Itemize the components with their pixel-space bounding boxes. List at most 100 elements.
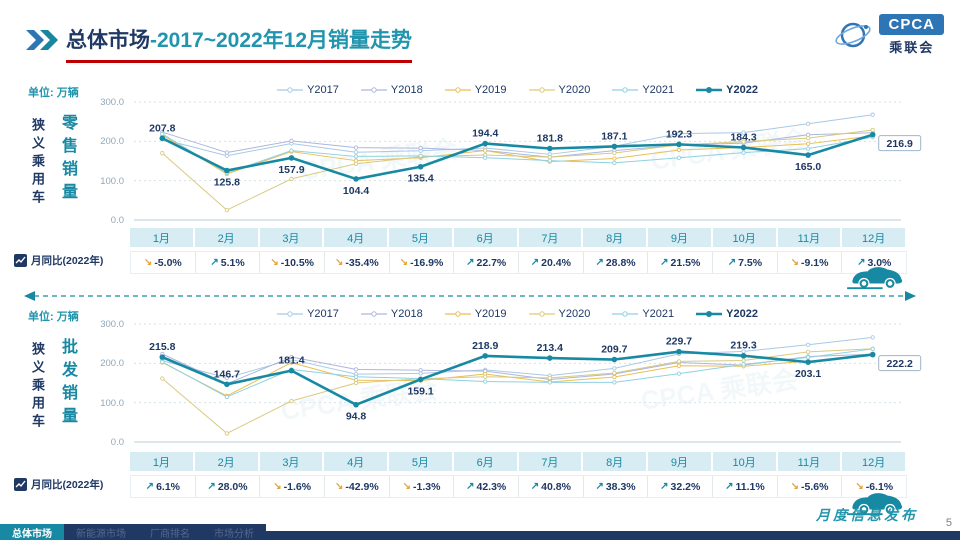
data-point-Y2017 <box>676 131 682 136</box>
trend-up-icon: ↗ <box>145 481 155 492</box>
data-label: 194.4 <box>472 128 498 140</box>
legend-item-Y2021: Y2021 <box>612 308 674 320</box>
month-cell: 2月 <box>194 228 258 247</box>
data-point-Y2019 <box>289 360 294 365</box>
yoy-label-retail: 月同比(2022年) <box>14 253 103 268</box>
data-point-Y2022 <box>417 163 424 170</box>
yoy-row-wholesale: ↗ 6.1% ↗ 28.0% ↘ -1.6% ↘ -42.9% ↘ -1.3% ↗ 42.3% ↗ 40.… <box>130 475 907 498</box>
yoy-cell: ↘ -16.9% <box>390 252 455 273</box>
yoy-value: 6.1% <box>156 480 180 493</box>
legend-label: Y2020 <box>558 308 591 320</box>
month-cell: 1月 <box>130 228 193 247</box>
data-point-Y2022 <box>611 143 618 150</box>
data-point-Y2021 <box>418 153 423 159</box>
data-point-Y2020 <box>353 161 359 166</box>
data-point-Y2022 <box>353 401 359 408</box>
trend-up-icon: ↗ <box>727 257 737 268</box>
footer-tab-总体市场[interactable]: 总体市场 <box>0 524 64 540</box>
yoy-value: 20.4% <box>541 256 571 269</box>
footer-tab-市场分析[interactable]: 市场分析 <box>202 524 266 540</box>
yoy-cell: ↗ 20.4% <box>519 252 584 273</box>
data-point-Y2022 <box>611 356 618 363</box>
footer-tab-厂商排名[interactable]: 厂商排名 <box>138 524 202 540</box>
footer-script-text: 月度信息发布 <box>816 508 918 524</box>
yoy-cell: ↗ 5.1% <box>196 252 261 273</box>
yoy-title: 月同比(2022年) <box>31 255 104 267</box>
data-point-Y2021 <box>160 359 165 365</box>
data-point-Y2018 <box>353 367 359 372</box>
trend-down-icon: ↘ <box>790 257 800 268</box>
yoy-label-wholesale: 月同比(2022年) <box>14 477 103 492</box>
data-label: 135.4 <box>407 173 433 185</box>
highlight-label-box <box>878 355 922 372</box>
yoy-cell: ↗ 28.0% <box>196 476 261 497</box>
trend-up-icon: ↗ <box>466 481 475 492</box>
data-label: 94.8 <box>346 411 367 423</box>
data-point-Y2022 <box>805 359 811 365</box>
trend-up-icon: ↗ <box>530 257 540 268</box>
data-point-Y2018 <box>418 368 423 373</box>
yoy-cell: ↗ 22.7% <box>454 252 520 273</box>
legend-item-Y2022: Y2022 <box>696 308 758 320</box>
footer-tab-新能源市场[interactable]: 新能源市场 <box>64 524 138 540</box>
yoy-cell: ↘ -5.6% <box>778 476 843 497</box>
yoy-value: 40.8% <box>541 480 571 493</box>
yoy-value: 38.3% <box>605 480 636 493</box>
data-point-Y2019 <box>483 148 488 153</box>
yoy-value: -10.5% <box>280 256 315 269</box>
legend-marker <box>360 87 387 93</box>
data-point-Y2021 <box>289 148 294 153</box>
data-label: 222.2 <box>887 358 913 370</box>
legend-wholesale: Y2017 Y2018 Y2019 Y2020 Y2021 Y2022 <box>130 307 905 321</box>
legend-marker <box>612 87 639 93</box>
data-point-Y2018 <box>353 145 359 150</box>
month-cell: 3月 <box>259 228 323 247</box>
legend-label: Y2017 <box>307 84 339 96</box>
data-point-Y2022 <box>224 167 230 174</box>
data-point-Y2022 <box>676 348 682 355</box>
yoy-value: -5.0% <box>154 256 182 269</box>
legend-marker <box>528 311 555 317</box>
yoy-cell: ↗ 40.8% <box>519 476 584 497</box>
yoy-value: 22.7% <box>476 256 507 269</box>
data-label: 215.8 <box>149 341 175 353</box>
page-title: 总体市场-2017~2022年12月销量走势 <box>66 24 413 63</box>
legend-retail: Y2017 Y2018 Y2019 Y2020 Y2021 Y2022 <box>130 83 905 97</box>
data-point-Y2018 <box>805 132 811 137</box>
data-label: 203.1 <box>795 368 821 380</box>
trend-up-icon: ↗ <box>857 257 866 268</box>
cpca-logo: CPCA 乘联会 <box>833 14 944 56</box>
data-point-Y2020 <box>741 358 746 363</box>
legend-label: Y2018 <box>390 84 423 96</box>
data-label: 157.9 <box>278 164 304 176</box>
series-Y2019 <box>162 354 873 397</box>
footer-tabs: 总体市场 新能源市场 厂商排名 市场分析 <box>0 524 266 540</box>
legend-marker <box>528 87 555 93</box>
yoy-value: -16.9% <box>410 256 444 269</box>
data-point-Y2021 <box>741 150 746 155</box>
series-Y2017 <box>162 114 873 157</box>
data-point-Y2019 <box>676 147 682 153</box>
data-point-Y2020 <box>741 139 746 144</box>
data-point-Y2018 <box>224 150 230 155</box>
yoy-cell: ↗ 6.1% <box>131 476 196 497</box>
trend-down-icon: ↘ <box>790 481 800 492</box>
category-label-wholesale: 狭义乘用车 <box>30 342 45 432</box>
data-point-Y2022 <box>159 135 166 142</box>
series-Y2017 <box>162 336 873 379</box>
yoy-value: -1.3% <box>413 480 441 493</box>
trend-down-icon: ↘ <box>335 257 344 268</box>
data-label: 213.4 <box>537 342 563 354</box>
legend-label: Y2022 <box>726 84 758 96</box>
month-axis-retail: 1月 2月 3月 4月 5月 6月 7月 8月 9月 10月 11月 12月 <box>130 228 905 247</box>
data-label: 187.1 <box>601 130 627 142</box>
legend-label: Y2018 <box>390 308 423 320</box>
data-point-Y2022 <box>805 152 811 158</box>
legend-marker <box>696 311 723 317</box>
y-tick-label: 100.0 <box>100 175 124 187</box>
yoy-cell: ↗ 28.8% <box>584 252 649 273</box>
data-label: 207.8 <box>149 122 175 134</box>
cpca-wordmark: CPCA <box>879 14 944 35</box>
yoy-cell: ↗ 42.3% <box>454 476 520 497</box>
mini-chart-icon <box>14 478 27 491</box>
